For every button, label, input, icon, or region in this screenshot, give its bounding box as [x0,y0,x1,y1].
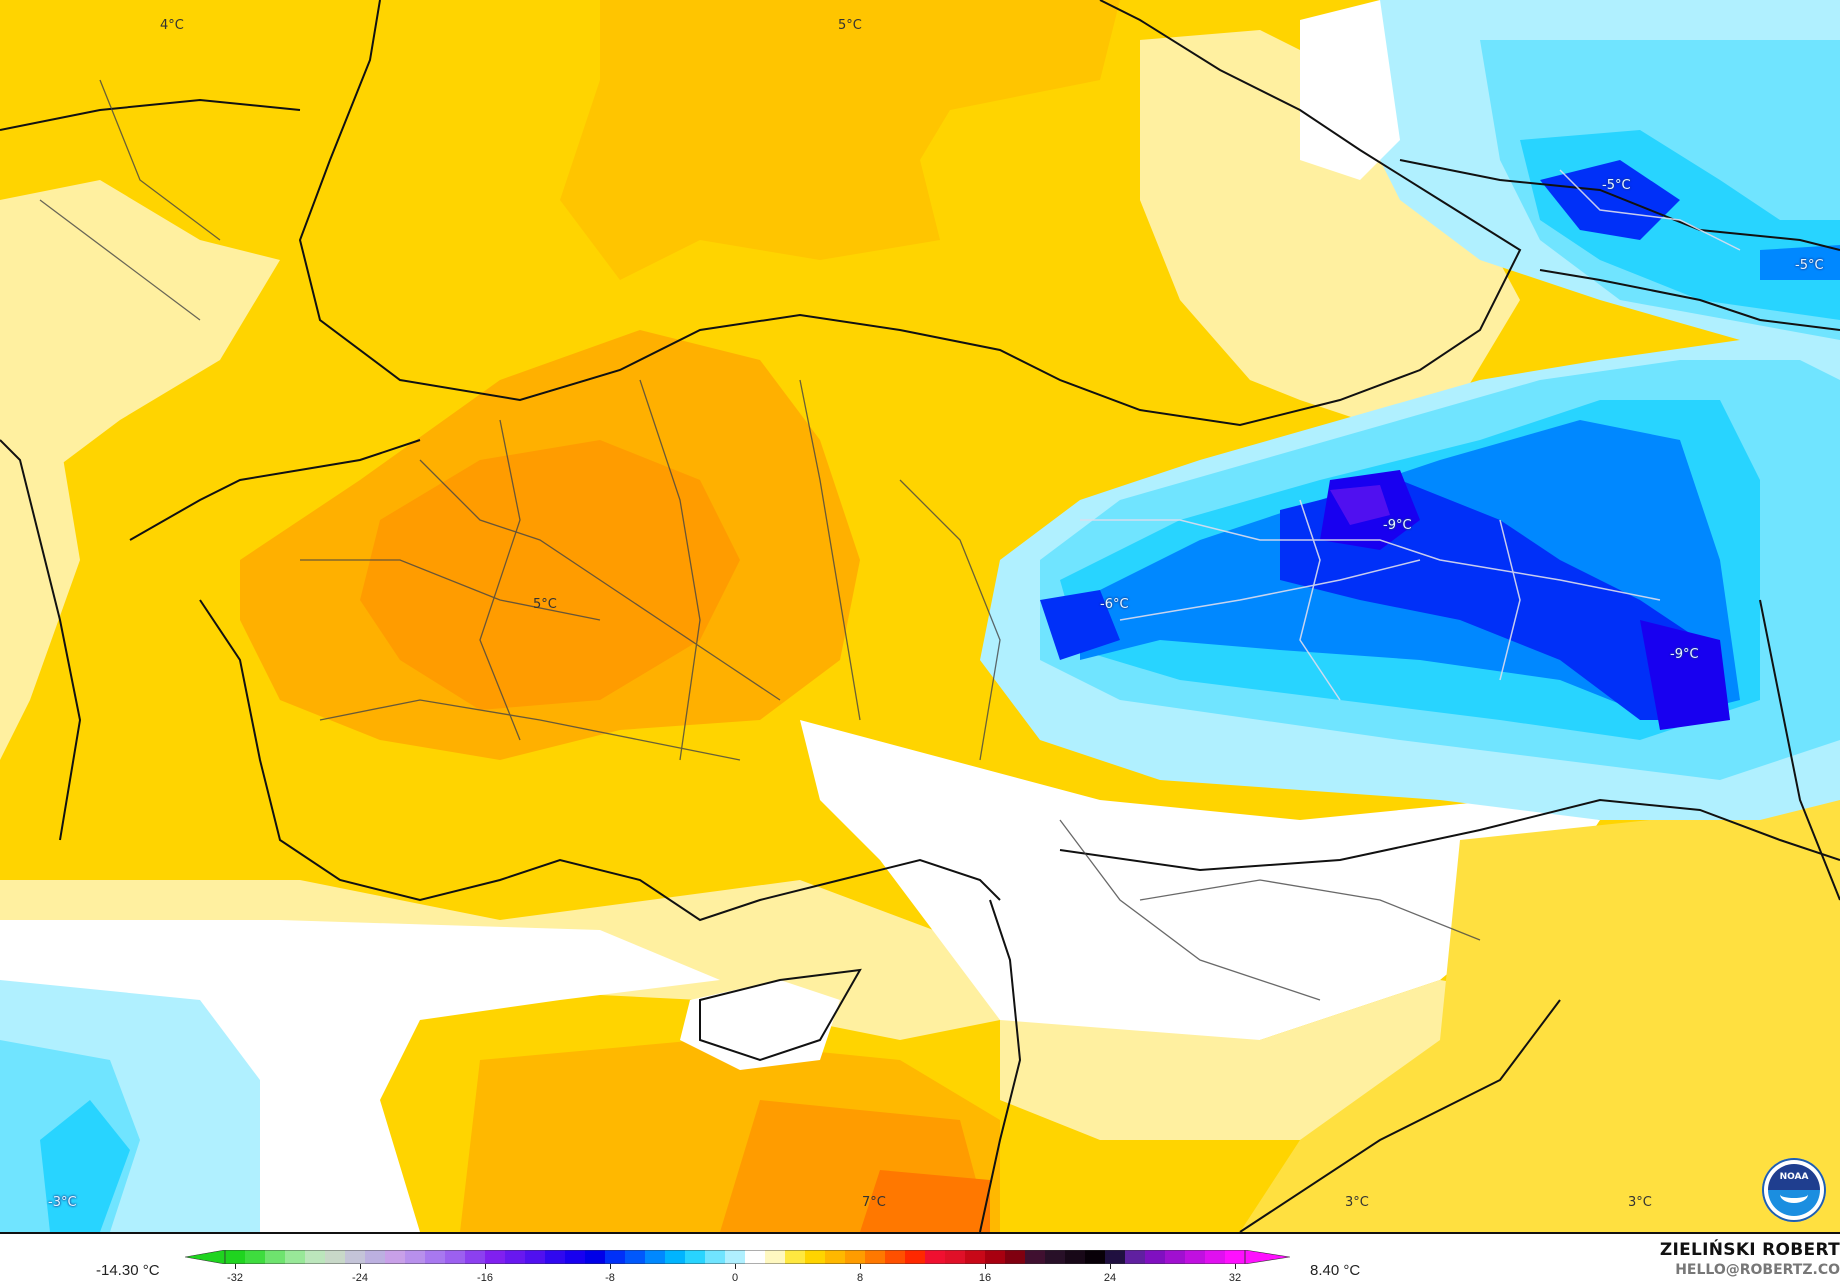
tick-mark [360,1264,361,1269]
tick-label: 0 [731,1272,739,1284]
temperature-label: 5°C [838,18,862,33]
tick-mark [235,1264,236,1269]
tick-label: 8 [856,1272,864,1284]
temperature-label: -9°C [1670,647,1699,662]
tick-label: 32 [1228,1272,1242,1284]
tick-mark [860,1264,861,1269]
tick-mark [485,1264,486,1269]
tick-mark [985,1264,986,1269]
temperature-label: -3°C [48,1195,77,1210]
temperature-label: -5°C [1795,258,1824,273]
tick-label: 16 [978,1272,992,1284]
tick-mark [610,1264,611,1269]
temperature-label: 3°C [1628,1195,1652,1210]
temperature-field [0,0,1840,1232]
temperature-label: 7°C [862,1195,886,1210]
tick-label: -16 [477,1272,493,1284]
noaa-bird-icon [1780,1186,1808,1203]
tick-label: -24 [352,1272,368,1284]
tick-mark [1235,1264,1236,1269]
author-credit: ZIELIŃSKI ROBERT [1659,1240,1840,1260]
temperature-label: 4°C [160,18,184,33]
temperature-label: -6°C [1100,597,1129,612]
max-value-label: 8.40 °C [1310,1262,1361,1279]
author-email: HELLO@ROBERTZ.CO [1675,1262,1840,1278]
temperature-label: 5°C [533,597,557,612]
color-legend: -14.30 °C -32 -24 -16 -8 0 8 16 24 32 8.40 °C ZI… [0,1234,1840,1287]
tick-mark [1110,1264,1111,1269]
tick-label: 24 [1103,1272,1117,1284]
temperature-label: 3°C [1345,1195,1369,1210]
noaa-logo-text: NOAA [1779,1172,1809,1182]
tick-label: -32 [227,1272,243,1284]
tick-label: -8 [605,1272,615,1284]
colorbar [185,1250,1290,1264]
temperature-map: 4°C 5°C -5°C -5°C -9°C -6°C -9°C 5°C -3°C 7°C 3°C 3… [0,0,1840,1234]
temperature-label: -9°C [1383,518,1412,533]
temperature-label: -5°C [1602,178,1631,193]
min-value-label: -14.30 °C [96,1262,160,1279]
colorbar-ticks: -32 -24 -16 -8 0 8 16 24 32 [0,1264,1840,1288]
noaa-logo: NOAA [1762,1158,1826,1222]
tick-mark [735,1264,736,1269]
